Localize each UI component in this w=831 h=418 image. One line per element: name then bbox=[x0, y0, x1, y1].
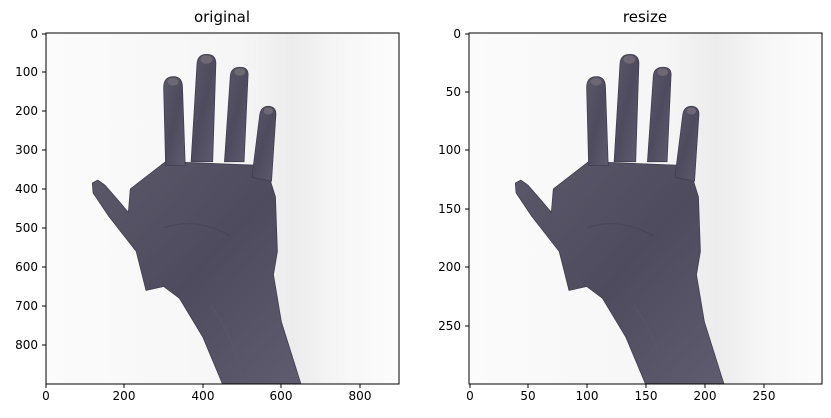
y-tick-label: 300 bbox=[15, 143, 38, 157]
y-tick-label: 200 bbox=[438, 260, 461, 274]
x-tick-label: 800 bbox=[348, 389, 372, 403]
y-tick-label: 400 bbox=[15, 182, 38, 196]
y-tick-label: 150 bbox=[438, 202, 461, 216]
x-tick-label: 200 bbox=[112, 389, 136, 403]
image-resize bbox=[468, 32, 823, 385]
x-tick-label: 400 bbox=[191, 389, 215, 403]
x-tick-label: 600 bbox=[269, 389, 293, 403]
y-tick-label: 600 bbox=[15, 260, 38, 274]
y-tick-label: 0 bbox=[30, 27, 38, 41]
x-tick-label: 50 bbox=[520, 389, 536, 403]
y-tick-label: 200 bbox=[15, 104, 38, 118]
axes-frame-original bbox=[45, 32, 400, 385]
y-tick-label: 500 bbox=[15, 221, 38, 235]
x-tick-label: 200 bbox=[693, 389, 717, 403]
y-tick-label: 100 bbox=[15, 65, 38, 79]
y-tick-label: 100 bbox=[438, 143, 461, 157]
x-tick-label: 250 bbox=[752, 389, 776, 403]
x-tick-label: 0 bbox=[42, 389, 50, 403]
y-tick-label: 700 bbox=[15, 299, 38, 313]
y-tick-label: 50 bbox=[445, 85, 461, 99]
x-tick-label: 0 bbox=[466, 389, 474, 403]
image-original bbox=[45, 32, 400, 385]
panel-title-original: original bbox=[193, 8, 251, 26]
x-tick-label: 100 bbox=[575, 389, 599, 403]
x-tick-label: 150 bbox=[634, 389, 658, 403]
y-tick-label: 250 bbox=[438, 319, 461, 333]
y-tick-label: 800 bbox=[15, 338, 38, 352]
y-tick-label: 0 bbox=[453, 27, 461, 41]
panel-title-resize: resize bbox=[622, 8, 668, 26]
